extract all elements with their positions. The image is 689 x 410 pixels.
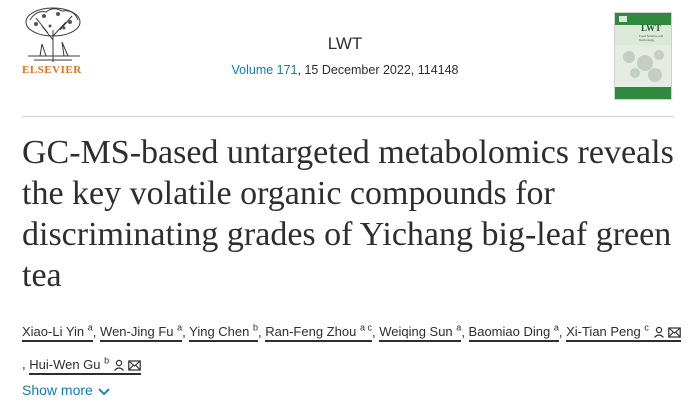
affiliation-marker: c bbox=[644, 323, 649, 333]
header-divider bbox=[22, 116, 674, 117]
author-link[interactable]: Weiqing Sun a bbox=[379, 323, 462, 343]
author-separator: , bbox=[371, 324, 380, 340]
author-link[interactable]: Wen-Jing Fu a bbox=[100, 323, 183, 343]
volume-link[interactable]: Volume 171 bbox=[231, 63, 298, 77]
person-icon bbox=[113, 354, 125, 380]
affiliation-marker: a bbox=[177, 323, 183, 333]
journal-info: LWT Volume 171, 15 December 2022, 114148 bbox=[180, 34, 510, 77]
author-name: Xi-Tian Peng bbox=[566, 324, 641, 340]
journal-cover-thumbnail[interactable]: LWT Food Science and Technology bbox=[614, 12, 672, 100]
author-separator: , bbox=[22, 356, 30, 372]
mail-icon bbox=[668, 321, 681, 347]
author-name: Ying Chen bbox=[189, 324, 250, 340]
author-link[interactable]: Xiao-Li Yin a bbox=[22, 323, 93, 343]
elsevier-tree-logo[interactable] bbox=[22, 6, 84, 78]
author-link[interactable]: Ran-Feng Zhou a c bbox=[265, 323, 372, 343]
author-name: Xiao-Li Yin bbox=[22, 324, 85, 340]
author-name: Baomiao Ding bbox=[468, 324, 551, 340]
author-name: Ran-Feng Zhou bbox=[265, 324, 357, 340]
affiliation-marker: a bbox=[87, 323, 93, 333]
author-name: Weiqing Sun bbox=[379, 324, 453, 340]
journal-title-link[interactable]: LWT bbox=[327, 34, 363, 53]
author-list: Xiao-Li Yin a, Wen-Jing Fu a, Ying Chen … bbox=[22, 315, 682, 380]
affiliation-marker: b bbox=[104, 355, 110, 366]
issue-details: , 15 December 2022, 114148 bbox=[297, 63, 459, 77]
author-link[interactable]: Hui-Wen Gu b bbox=[29, 355, 142, 375]
author-name: Wen-Jing Fu bbox=[100, 324, 174, 340]
affiliation-marker: a c bbox=[359, 323, 372, 333]
author-separator: , bbox=[92, 324, 101, 340]
author-separator: , bbox=[258, 324, 266, 340]
affiliation-marker: a bbox=[553, 323, 559, 333]
author-separator: , bbox=[182, 324, 190, 340]
article-title: GC-MS-based untargeted metabolomics reve… bbox=[22, 134, 674, 294]
author-link[interactable]: Xi-Tian Peng c bbox=[566, 323, 682, 343]
cover-journal-subtitle: Food Science and Technology bbox=[639, 34, 664, 42]
author-separator: , bbox=[461, 324, 469, 340]
affiliation-marker: b bbox=[253, 323, 259, 333]
cover-journal-title: LWT bbox=[641, 23, 662, 33]
author-name: Hui-Wen Gu bbox=[29, 356, 101, 372]
author-link[interactable]: Baomiao Ding a bbox=[468, 323, 559, 343]
publisher-name: ELSEVIER bbox=[22, 64, 82, 76]
person-icon bbox=[653, 321, 665, 347]
mail-icon bbox=[128, 354, 142, 380]
author-separator: , bbox=[558, 324, 567, 340]
article-header: ELSEVIER LWT Volume 171, 15 December 202… bbox=[0, 0, 689, 112]
chevron-down-icon bbox=[98, 388, 110, 396]
affiliation-marker: a bbox=[456, 323, 462, 333]
issue-line: Volume 171, 15 December 2022, 114148 bbox=[180, 63, 510, 77]
show-more-button[interactable]: Show more bbox=[22, 382, 111, 398]
author-link[interactable]: Ying Chen b bbox=[189, 323, 259, 343]
show-more-label: Show more bbox=[22, 382, 93, 398]
